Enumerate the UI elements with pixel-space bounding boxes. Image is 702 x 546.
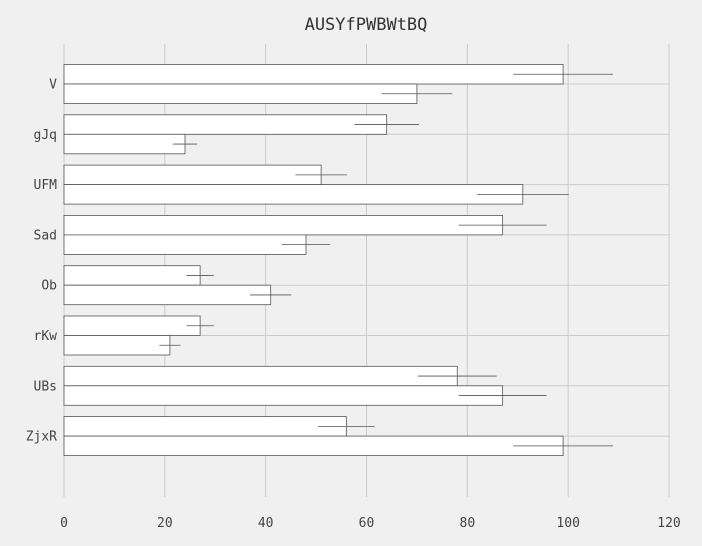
y-tick-label-3: Sad [34,228,57,243]
bar-s1-0 [63,83,418,104]
bar-s0-6 [63,365,458,387]
chart-title: AUSYfPWBWtBQ [305,15,428,35]
bar-s1-5 [63,335,171,356]
x-tick-label-4: 80 [460,516,476,531]
x-tick-label-2: 40 [258,516,274,531]
bar-s1-4 [63,284,272,306]
x-tick-label-1: 20 [157,516,173,531]
bar-s0-1 [63,114,388,135]
y-tick-label-2: UFM [34,178,58,193]
x-tick-labels: 0 20 40 60 80 100 120 [60,516,681,531]
bar-s1-3 [63,234,307,255]
bar-s0-5 [63,315,201,336]
x-tick-label-6: 120 [657,516,680,531]
bar-s0-0 [63,64,564,85]
y-tick-label-0: V [49,78,57,93]
bar-s0-3 [63,214,504,236]
bar-s1-6 [63,385,504,406]
bar-s0-7 [63,416,347,437]
x-tick-label-5: 100 [556,516,579,531]
x-tick-label-0: 0 [60,516,68,531]
bar-s0-4 [63,265,201,286]
x-tick-label-3: 60 [359,516,375,531]
bar-s0-2 [63,164,322,186]
y-tick-label-4: Ob [41,279,57,294]
bar-s1-1 [63,133,186,155]
bar-s1-2 [63,184,524,205]
bars [63,64,614,457]
y-tick-label-1: gJq [34,128,57,143]
y-tick-label-5: rKw [34,329,58,344]
y-tick-label-7: ZjxR [26,430,57,445]
y-tick-label-6: UBs [34,379,57,394]
bar-s1-7 [63,435,564,457]
